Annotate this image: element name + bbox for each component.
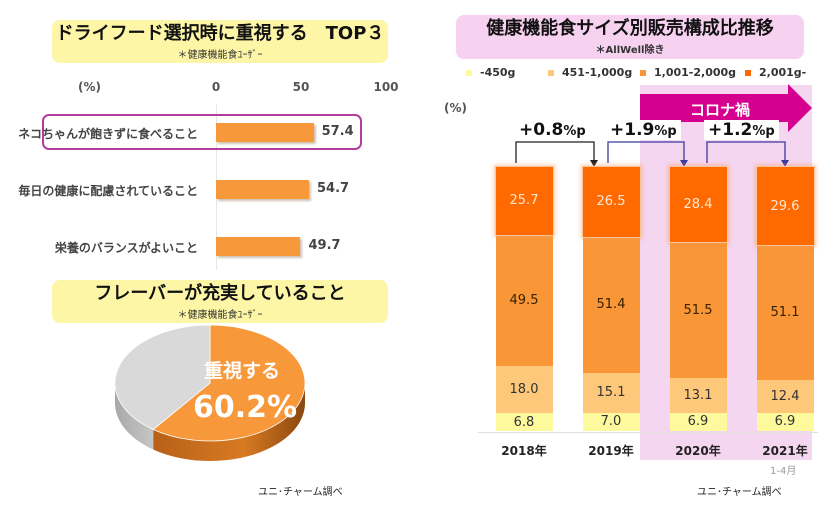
x-axis-label: 2020年 bbox=[675, 444, 721, 458]
x-axis-label: 2021年 bbox=[762, 444, 808, 458]
stack-value-label: 12.4 bbox=[770, 388, 800, 404]
stack-value-label: 28.4 bbox=[683, 197, 713, 213]
bracket-2018-2019 bbox=[515, 141, 595, 163]
top3-subtitle: ＊健康機能食ﾕｰｻﾞｰ bbox=[177, 50, 263, 61]
pie-slice-side bbox=[115, 383, 154, 450]
arrowhead-2021 bbox=[781, 160, 789, 167]
stack-segment: 25.7 bbox=[495, 167, 553, 235]
x-axis-label: 2018年 bbox=[501, 444, 547, 458]
pie-slice bbox=[114, 325, 211, 430]
stack-value-label: 13.1 bbox=[683, 387, 713, 403]
legend-item: 1,001-2,000g bbox=[640, 66, 736, 79]
bracket-2020-2021 bbox=[706, 141, 786, 163]
delta-brackets bbox=[515, 141, 789, 167]
stack-segment: 51.5 bbox=[669, 242, 727, 379]
corona-label: コロナ禍 bbox=[690, 101, 750, 119]
hbar-category-label: 栄養のバランスがよいこと bbox=[54, 241, 198, 255]
stack-segment: 6.9 bbox=[756, 412, 814, 431]
highlight-frame bbox=[42, 114, 362, 150]
x-sublabel-2021: 1-4月 bbox=[770, 466, 797, 477]
legend-label: 2,001g- bbox=[759, 66, 807, 79]
hbar-bar bbox=[216, 237, 301, 256]
stack-value-label: 51.4 bbox=[596, 297, 626, 313]
pie-chart: 重視する 60.2% bbox=[114, 325, 306, 461]
stack-segment: 13.1 bbox=[669, 378, 727, 413]
pie-slice-side bbox=[153, 383, 305, 461]
pie-slice-label: 重視する bbox=[204, 359, 280, 382]
hbar-bar bbox=[216, 180, 309, 199]
stack-segment: 6.8 bbox=[495, 413, 553, 431]
stack-value-label: 6.9 bbox=[774, 414, 796, 430]
pie-slice bbox=[152, 325, 306, 442]
x-axis-label: 2019年 bbox=[588, 444, 634, 458]
legend-item: -450g bbox=[466, 66, 515, 79]
hbar-value-label: 54.7 bbox=[316, 181, 350, 196]
stack-segment: 29.6 bbox=[756, 167, 814, 246]
legend-swatch bbox=[466, 70, 472, 76]
delta-label-2019: +0.8%p bbox=[515, 120, 590, 140]
delta-label-2021: +1.2%p bbox=[704, 120, 779, 140]
right-source-note: ユニ･チャーム調べ bbox=[697, 487, 782, 498]
stack-segment: 12.4 bbox=[756, 380, 814, 413]
stack-value-label: 26.5 bbox=[596, 194, 626, 210]
hbar-unit-label: (%) bbox=[78, 80, 101, 94]
stack-value-label: 6.9 bbox=[687, 414, 709, 430]
stack-value-label: 51.1 bbox=[770, 305, 800, 321]
arrowhead-2019 bbox=[590, 160, 598, 167]
left-source-note: ユニ･チャーム調べ bbox=[258, 487, 343, 498]
stack-segment: 49.5 bbox=[495, 234, 553, 366]
legend-swatch bbox=[548, 70, 554, 76]
stack-baseline bbox=[478, 432, 818, 433]
stack-value-label: 49.5 bbox=[509, 292, 539, 308]
hbar-tick-50: 50 bbox=[292, 80, 310, 94]
hbar-value-label: 57.4 bbox=[321, 124, 354, 139]
hbar-tick-0: 0 bbox=[211, 80, 221, 94]
legend-swatch bbox=[640, 70, 646, 76]
stack-segment: 15.1 bbox=[582, 372, 640, 413]
stack-segment: 18.0 bbox=[495, 365, 553, 414]
stack-segment: 26.5 bbox=[582, 167, 640, 237]
stack-value-label: 29.6 bbox=[770, 198, 800, 214]
stack-value-label: 6.8 bbox=[513, 414, 535, 430]
hbar-category-label: ネコちゃんが飽きずに食べること bbox=[18, 127, 198, 141]
stack-segment: 51.1 bbox=[756, 245, 814, 381]
hbar-value-label: 49.7 bbox=[308, 238, 341, 253]
legend-label: 1,001-2,000g bbox=[654, 66, 737, 79]
stack-segment: 51.4 bbox=[582, 236, 640, 373]
legend-label: 451-1,000g bbox=[562, 66, 633, 79]
legend-item: 2,001g- bbox=[745, 66, 806, 79]
bracket-2019-2020 bbox=[607, 141, 685, 163]
top3-title: ドライフード選択時に重視する TOP３ bbox=[55, 23, 385, 44]
hbar-bar bbox=[216, 123, 314, 142]
stack-value-label: 15.1 bbox=[596, 385, 626, 401]
arrowhead-2020 bbox=[680, 160, 688, 167]
legend-item: 451-1,000g bbox=[548, 66, 632, 79]
pie-title: フレーバーが充実していること bbox=[94, 283, 346, 304]
stack-value-label: 51.5 bbox=[683, 302, 713, 318]
stack-segment: 28.4 bbox=[669, 167, 727, 243]
delta-label-2020: +1.9%p bbox=[606, 120, 681, 140]
size-title: 健康機能食サイズ別販売構成比推移 bbox=[486, 18, 774, 39]
stack-value-label: 18.0 bbox=[509, 381, 539, 397]
hbar-tick-100: 100 bbox=[373, 80, 399, 94]
legend-swatch bbox=[745, 70, 751, 76]
pie-value-label: 60.2% bbox=[193, 390, 297, 425]
size-title-box: 健康機能食サイズ別販売構成比推移 ＊AllWell除き bbox=[456, 15, 804, 59]
top3-title-box: ドライフード選択時に重視する TOP３ ＊健康機能食ﾕｰｻﾞｰ bbox=[52, 20, 388, 63]
stack-unit-label: (%) bbox=[444, 101, 467, 115]
stack-segment: 7.0 bbox=[582, 412, 640, 431]
size-subtitle: ＊AllWell除き bbox=[595, 45, 665, 56]
stack-value-label: 7.0 bbox=[600, 414, 622, 430]
pie-title-box: フレーバーが充実していること ＊健康機能食ﾕｰｻﾞｰ bbox=[52, 280, 388, 323]
stack-segment: 6.9 bbox=[669, 412, 727, 431]
hbar-category-label: 毎日の健康に配慮されていること bbox=[18, 184, 198, 198]
pie-subtitle: ＊健康機能食ﾕｰｻﾞｰ bbox=[177, 310, 263, 321]
stack-value-label: 25.7 bbox=[509, 193, 539, 209]
legend-label: -450g bbox=[480, 66, 516, 79]
